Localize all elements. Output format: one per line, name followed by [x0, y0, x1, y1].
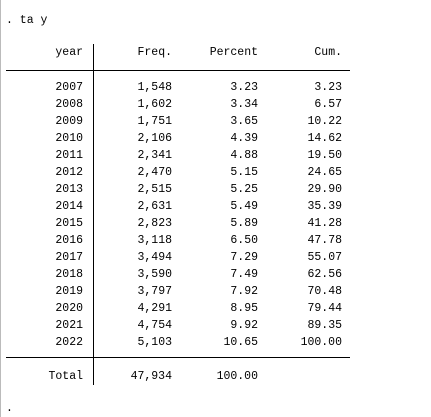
table-cell: 2011 — [55, 149, 83, 162]
table-cell: 3.23 — [230, 81, 258, 94]
table-cell: 4,754 — [137, 319, 172, 332]
table-cell: 8.95 — [230, 302, 258, 315]
table-cell: 5.15 — [230, 166, 258, 179]
table-cell: 2019 — [55, 285, 83, 298]
table-cell: 2018 — [55, 268, 83, 281]
table-cell: 1,751 — [137, 115, 172, 128]
total-cell: 100.00 — [217, 370, 259, 383]
table-cell: 3.23 — [314, 81, 342, 94]
table-cell: 5,103 — [137, 336, 172, 349]
table-cell: 55.07 — [307, 251, 342, 264]
header-cell: Freq. — [137, 46, 172, 59]
table-cell: 2015 — [55, 217, 83, 230]
header-cell: Percent — [210, 46, 258, 59]
table-cell: 3,118 — [137, 234, 172, 247]
total-cell: 47,934 — [131, 370, 173, 383]
table-cell: 2009 — [55, 115, 83, 128]
table-cell: 3.34 — [230, 98, 258, 111]
total-cell: Total — [48, 370, 83, 383]
table-cell: 47.78 — [307, 234, 342, 247]
table-cell: 89.35 — [307, 319, 342, 332]
table-cell: 2008 — [55, 98, 83, 111]
table-cell: 70.48 — [307, 285, 342, 298]
table-cell: 2020 — [55, 302, 83, 315]
table-cell: 2013 — [55, 183, 83, 196]
table-cell: 5.89 — [230, 217, 258, 230]
table-cell: 4.88 — [230, 149, 258, 162]
table-cell: 7.49 — [230, 268, 258, 281]
table-cell: 2021 — [55, 319, 83, 332]
table-cell: 7.92 — [230, 285, 258, 298]
table-cell: 2,341 — [137, 149, 172, 162]
table-cell: 10.22 — [307, 115, 342, 128]
table-cell: 35.39 — [307, 200, 342, 213]
table-cell: 9.92 — [230, 319, 258, 332]
table-cell: 79.44 — [307, 302, 342, 315]
table-cell: 2017 — [55, 251, 83, 264]
command: . ta y — [6, 14, 48, 27]
table-cell: 19.50 — [307, 149, 342, 162]
table-cell: 6.50 — [230, 234, 258, 247]
table-cell: 10.65 — [223, 336, 258, 349]
table-cell: 2022 — [55, 336, 83, 349]
table-cell: 3,494 — [137, 251, 172, 264]
table-cell: 24.65 — [307, 166, 342, 179]
table-cell: 3,590 — [137, 268, 172, 281]
table-cell: 100.00 — [301, 336, 343, 349]
table-cell: 6.57 — [314, 98, 342, 111]
table-cell: 14.62 — [307, 132, 342, 145]
table-cell: 2007 — [55, 81, 83, 94]
table-cell: 4,291 — [137, 302, 172, 315]
table-cell: 4.39 — [230, 132, 258, 145]
table-cell: 2,631 — [137, 200, 172, 213]
table-cell: 2,106 — [137, 132, 172, 145]
table-cell: 7.29 — [230, 251, 258, 264]
table-cell: 1,548 — [137, 81, 172, 94]
table-cell: 41.28 — [307, 217, 342, 230]
header-cell: Cum. — [314, 46, 342, 59]
prompt: . — [6, 402, 13, 415]
table-cell: 62.56 — [307, 268, 342, 281]
table-cell: 3,797 — [137, 285, 172, 298]
table-cell: 3.65 — [230, 115, 258, 128]
table-cell: 2014 — [55, 200, 83, 213]
table-cell: 2012 — [55, 166, 83, 179]
header-cell: year — [55, 46, 83, 59]
table-cell: 2016 — [55, 234, 83, 247]
table-cell: 2010 — [55, 132, 83, 145]
table-cell: 2,823 — [137, 217, 172, 230]
table-cell: 29.90 — [307, 183, 342, 196]
table-cell: 2,515 — [137, 183, 172, 196]
table-cell: 1,602 — [137, 98, 172, 111]
table-cell: 5.25 — [230, 183, 258, 196]
table-cell: 5.49 — [230, 200, 258, 213]
table-cell: 2,470 — [137, 166, 172, 179]
